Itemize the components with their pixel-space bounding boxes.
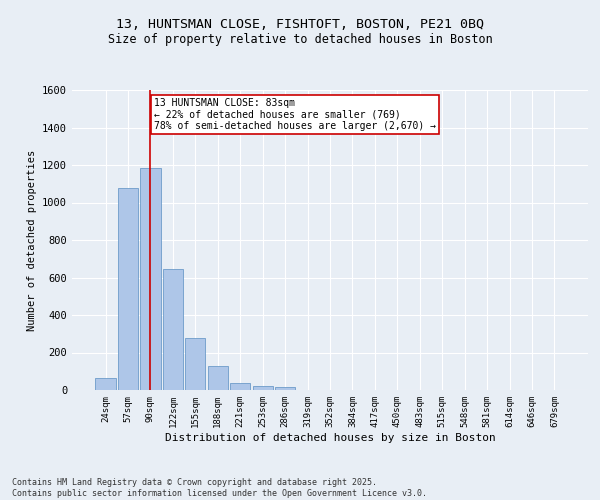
Text: 13 HUNTSMAN CLOSE: 83sqm
← 22% of detached houses are smaller (769)
78% of semi-: 13 HUNTSMAN CLOSE: 83sqm ← 22% of detach…: [154, 98, 436, 130]
Y-axis label: Number of detached properties: Number of detached properties: [26, 150, 37, 330]
Text: Contains HM Land Registry data © Crown copyright and database right 2025.
Contai: Contains HM Land Registry data © Crown c…: [12, 478, 427, 498]
Bar: [95, 378, 116, 390]
Text: 13, HUNTSMAN CLOSE, FISHTOFT, BOSTON, PE21 0BQ: 13, HUNTSMAN CLOSE, FISHTOFT, BOSTON, PE…: [116, 18, 484, 30]
Bar: [275, 387, 295, 390]
Bar: [253, 386, 273, 390]
Text: Size of property relative to detached houses in Boston: Size of property relative to detached ho…: [107, 32, 493, 46]
Bar: [163, 269, 183, 390]
Bar: [118, 188, 138, 390]
X-axis label: Distribution of detached houses by size in Boston: Distribution of detached houses by size …: [164, 432, 496, 442]
Bar: [185, 338, 205, 390]
Bar: [140, 168, 161, 390]
Bar: [230, 382, 250, 390]
Bar: [208, 366, 228, 390]
